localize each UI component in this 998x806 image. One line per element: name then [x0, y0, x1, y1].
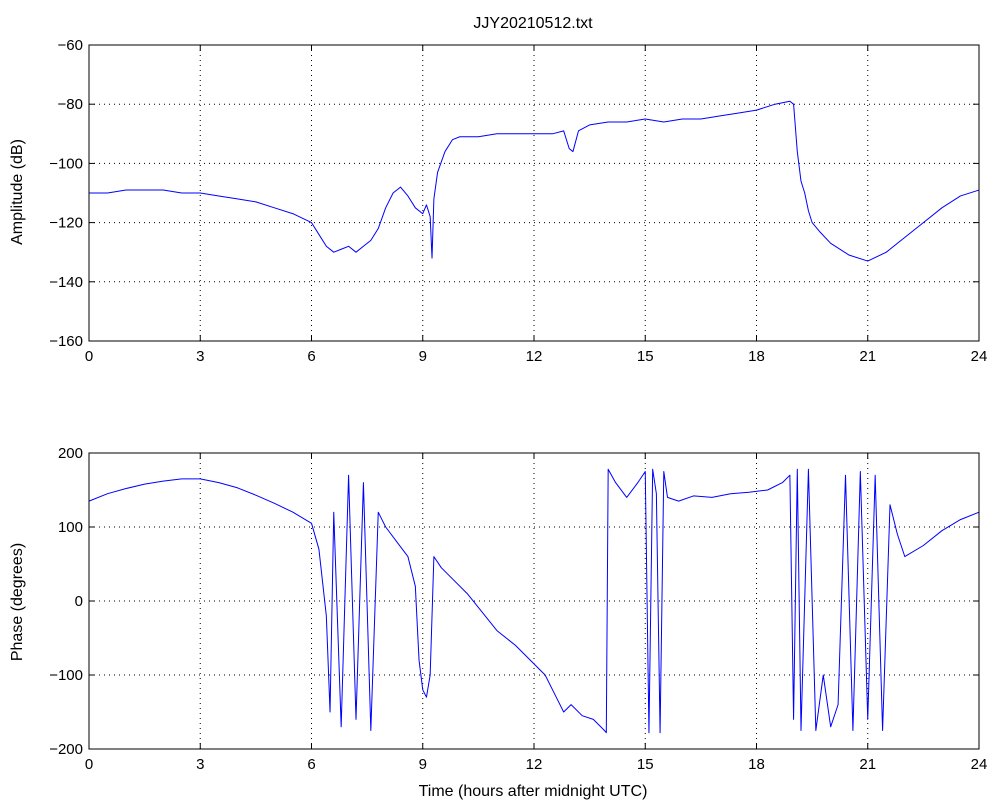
phase-x-tick-label: 3 — [196, 756, 204, 773]
phase-x-tick-label: 12 — [526, 756, 543, 773]
phase-y-tick-label: 200 — [58, 445, 83, 462]
amplitude-plot-area — [89, 45, 979, 341]
phase-x-tick-label: 9 — [419, 756, 427, 773]
phase-y-tick-label: 0 — [75, 593, 83, 610]
amplitude-x-tick-label: 12 — [526, 348, 543, 365]
amplitude-x-tick-label: 9 — [419, 348, 427, 365]
phase-x-tick-label: 24 — [971, 756, 988, 773]
figure-title: JJY20210512.txt — [473, 15, 593, 32]
amplitude-y-tick-label: −160 — [49, 333, 83, 350]
phase-x-tick-label: 18 — [748, 756, 765, 773]
phase-x-tick-label: 15 — [637, 756, 654, 773]
amplitude-y-tick-label: −140 — [49, 274, 83, 291]
amplitude-x-tick-label: 15 — [637, 348, 654, 365]
phase-x-axis-label: Time (hours after midnight UTC) — [419, 783, 648, 800]
amplitude-x-tick-label: 18 — [748, 348, 765, 365]
amplitude-y-tick-label: −60 — [58, 37, 83, 54]
amplitude-x-tick-label: 21 — [859, 348, 876, 365]
phase-y-axis-label: Phase (degrees) — [9, 543, 26, 661]
amplitude-y-tick-label: −100 — [49, 155, 83, 172]
amplitude-panel: Amplitude (dB) 0 3 6 9 12 15 18 21 24 −60 −80 −100 −… — [9, 37, 987, 365]
amplitude-y-axis-label: Amplitude (dB) — [9, 139, 26, 245]
phase-y-tick-label: −100 — [49, 667, 83, 684]
amplitude-y-tick-label: −120 — [49, 215, 83, 232]
amplitude-x-tick-label: 24 — [971, 348, 988, 365]
phase-series-line — [88, 468, 980, 734]
phase-x-tick-label: 0 — [85, 756, 93, 773]
amplitude-y-tick-label: −80 — [58, 96, 83, 113]
amplitude-x-tick-label: 6 — [307, 348, 315, 365]
phase-panel: Phase (degrees) Time (hours after midnig… — [9, 445, 987, 800]
phase-x-tick-label: 21 — [859, 756, 876, 773]
amplitude-x-tick-label: 0 — [85, 348, 93, 365]
phase-x-tick-label: 6 — [307, 756, 315, 773]
amplitude-series-line — [89, 100, 980, 262]
phase-y-tick-label: 100 — [58, 519, 83, 536]
amplitude-x-tick-label: 3 — [196, 348, 204, 365]
phase-y-tick-label: −200 — [49, 741, 83, 758]
